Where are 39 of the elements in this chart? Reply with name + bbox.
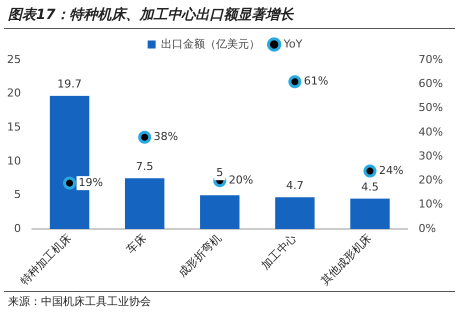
y2-tick-label: 30%	[418, 149, 444, 162]
y2-tick-label: 0%	[418, 222, 436, 235]
data-label: 4.7	[286, 179, 304, 192]
point	[63, 176, 76, 190]
legend-label: 出口金额（亿美元）	[161, 37, 260, 50]
y-tick-label: 15	[6, 120, 21, 134]
y-tick-label: 10	[6, 154, 21, 168]
y2-tick-label: 50%	[418, 101, 444, 114]
data-label: 38%	[154, 130, 178, 144]
bar	[275, 197, 315, 229]
data-label: 20%	[228, 174, 254, 187]
data-label: 24%	[378, 164, 404, 177]
x-tick-label: 车床	[124, 232, 149, 256]
x-tick-label: 加工中心	[258, 232, 300, 272]
y-tick-label: 20	[6, 86, 21, 100]
bar	[124, 178, 164, 229]
bar	[200, 195, 240, 229]
legend-label: YoY	[282, 37, 303, 50]
y-tick-label: 5	[14, 188, 21, 202]
data-label: 19%	[78, 176, 104, 189]
point	[138, 130, 152, 144]
point	[363, 164, 376, 178]
point	[288, 75, 302, 88]
y2-tick-label: 60%	[418, 77, 444, 90]
data-label: 61%	[304, 74, 328, 88]
chart-title: 图表17：特种机床、加工中心出口额显著增长	[7, 6, 295, 25]
data-label: 19.7	[57, 78, 82, 91]
source-note: 来源：中国机床工具工业协会	[7, 294, 152, 310]
bar	[350, 198, 390, 229]
data-label: 4.5	[361, 180, 379, 194]
y2-tick-label: 70%	[418, 52, 444, 66]
y2-tick-label: 10%	[418, 198, 444, 211]
y2-tick-label: 40%	[418, 125, 444, 138]
data-label: 5	[216, 166, 224, 180]
y2-tick-label: 20%	[418, 174, 444, 187]
x-tick-label: 成形折弯机	[176, 232, 224, 280]
data-label: 7.5	[136, 160, 154, 174]
y-tick-label: 25	[6, 52, 21, 66]
x-tick-label: 其他成形机床	[318, 232, 374, 288]
